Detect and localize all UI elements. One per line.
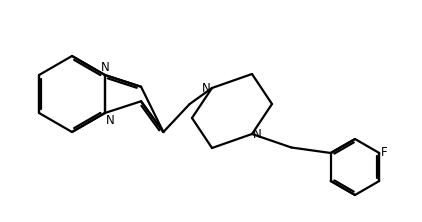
Text: N: N <box>202 81 211 95</box>
Text: N: N <box>253 127 262 141</box>
Text: N: N <box>100 61 109 74</box>
Text: F: F <box>381 147 388 159</box>
Text: N: N <box>106 114 115 127</box>
